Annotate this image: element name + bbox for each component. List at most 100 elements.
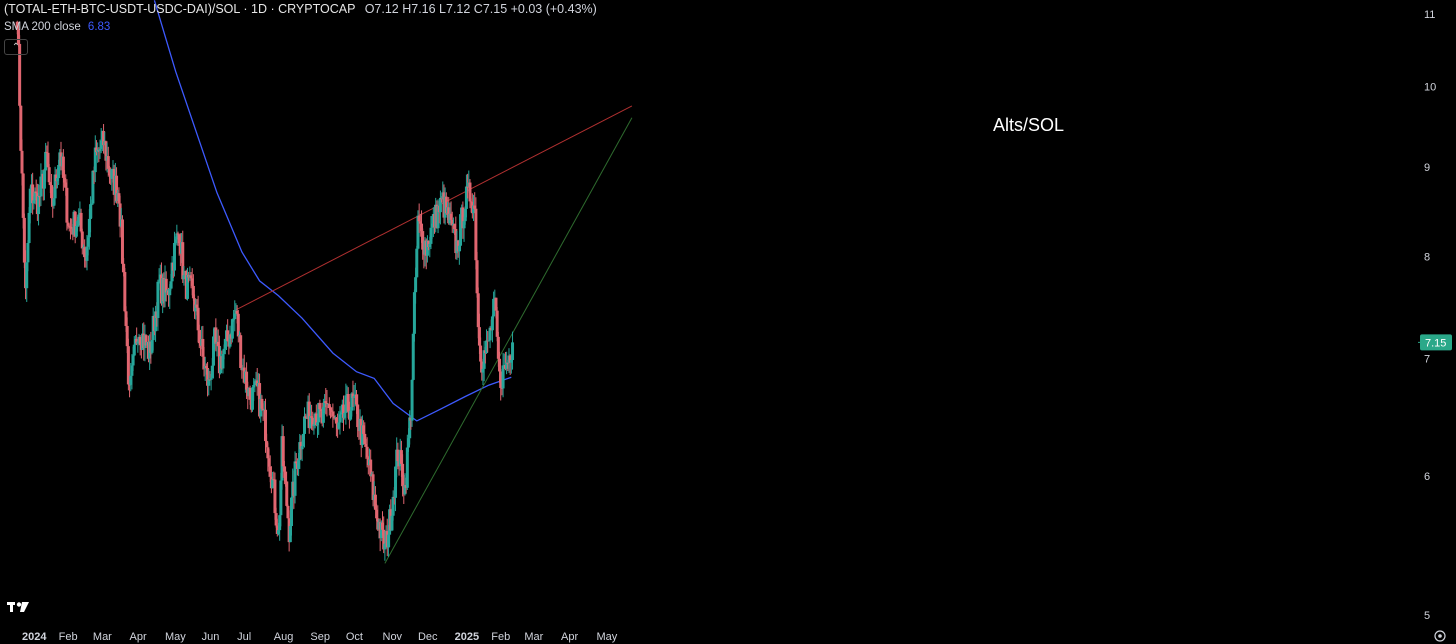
candle-body [66,222,70,226]
candle-body [209,377,213,380]
candle-body [310,416,314,418]
candle-body [472,205,476,214]
chevron-up-icon[interactable]: ⌃ [4,39,28,55]
candle-body [475,260,479,294]
candle-body [236,313,240,337]
x-tick-label: Feb [59,631,78,643]
candle-body [33,191,37,201]
candle-body [222,348,226,354]
candle-body [311,417,315,426]
candle-body [221,353,225,369]
candle-body [462,221,466,229]
candle-body [19,105,23,151]
candle-body [505,362,509,369]
tradingview-logo-icon[interactable] [7,602,29,612]
candle-body [223,338,227,349]
candle-body [63,177,67,183]
candle-body [302,416,306,434]
y-tick-label: 7 [1424,354,1430,366]
candle-body [57,165,61,179]
candle-body [297,460,301,469]
candle-body [136,341,140,344]
candle-body [26,243,30,263]
chart-annotation[interactable]: Alts/SOL [993,115,1064,135]
candle-body [250,387,254,410]
candle-body [156,281,160,318]
candle-body [102,131,106,146]
candle-body [206,368,210,386]
candle-body [42,170,46,189]
candle-body [48,182,52,186]
gear-icon-hub [1438,634,1442,638]
candle-body [261,408,265,411]
tradingview-logo-part [16,602,22,607]
candle-body [21,173,25,218]
x-tick-label: Sep [310,631,330,643]
candle-body [285,481,289,506]
candle-body [191,285,195,299]
gear-icon[interactable] [1434,630,1446,642]
symbol-title[interactable]: (TOTAL-ETH-BTC-USDT-USDC-DAI)/SOL · 1D ·… [4,2,356,16]
candle-body [405,447,409,488]
candle-body [39,176,43,197]
candle-body [289,497,293,527]
candle-body [52,198,56,206]
candle-body [267,458,271,467]
candle-body [319,409,323,412]
candle-body [298,442,302,461]
candle-body [38,196,42,198]
x-tick-label: Dec [418,631,438,643]
candle-body [369,459,373,477]
candle-body [304,416,308,418]
candle-body [44,151,48,171]
candle-body [485,340,489,354]
candle-body [239,335,243,368]
candle-body [416,215,420,249]
candle-body [342,404,346,418]
candle-body [128,384,132,386]
sma-value: 6.83 [87,21,111,33]
candle-body [282,466,286,472]
candle-body [129,375,133,385]
resistance-trendline[interactable] [233,105,633,312]
candle-body [495,310,499,337]
candle-body [487,340,491,342]
candle-body [276,530,280,534]
candle-body [396,449,400,462]
support-trendline[interactable] [384,117,633,564]
candle-body [346,393,350,412]
candle-body [407,438,411,448]
candle-body [425,240,429,256]
sma-legend[interactable]: SMA 200 close 6.83 [4,21,110,33]
candle-body [265,441,269,448]
candle-body [86,237,90,247]
candle-body [299,442,303,450]
candle-body [501,365,505,389]
candle-body [415,248,419,278]
candle-body [391,496,395,516]
candle-body [318,403,322,410]
candle-body [469,201,473,203]
candle-body [123,272,127,312]
gear-icon-ring [1434,630,1446,642]
candle-body [293,461,297,496]
candle-body [399,450,403,464]
candle-body [164,278,168,293]
x-tick-label: Apr [561,631,578,643]
candle-body [421,231,425,250]
x-tick-label: Nov [383,631,403,643]
candle-body [135,338,139,344]
candle-body [312,424,316,426]
candle-body [50,185,54,199]
y-tick-label: 6 [1424,471,1430,483]
candle-body [201,338,205,357]
candle-body [54,174,58,182]
y-tick-label: 10 [1424,82,1436,94]
candle-body [31,184,35,204]
candle-body [126,346,130,385]
candle-body [506,362,510,364]
candle-body [412,292,416,334]
candle-body [185,274,189,299]
candle-body [339,412,343,415]
